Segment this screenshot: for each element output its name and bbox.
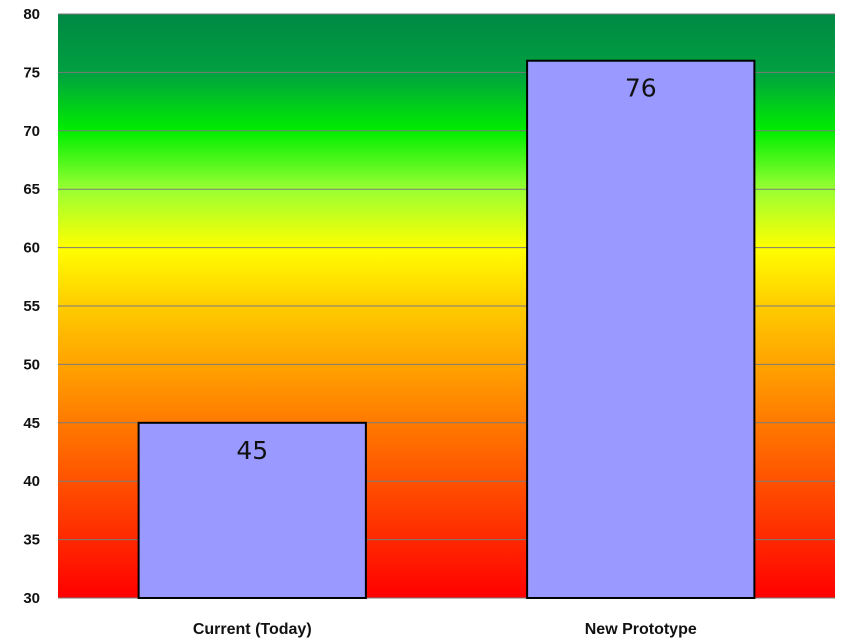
data-label: 45 <box>236 436 268 465</box>
y-tick-label: 55 <box>23 298 40 315</box>
x-category-label: New Prototype <box>585 621 697 638</box>
y-tick-label: 35 <box>23 532 40 549</box>
y-tick-label: 50 <box>23 356 40 373</box>
y-tick-label: 40 <box>23 473 40 490</box>
y-tick-label: 65 <box>23 181 40 198</box>
x-category-label: Current (Today) <box>193 621 312 638</box>
data-labels: 45 76 <box>236 74 656 465</box>
bar <box>137 421 367 599</box>
y-tick-label: 75 <box>23 64 40 81</box>
y-axis-tick-labels: 30 35 40 45 50 55 60 65 70 75 80 <box>23 6 40 607</box>
bars <box>137 59 756 600</box>
y-tick-label: 80 <box>23 6 40 23</box>
x-axis-category-labels: Current (Today) New Prototype <box>193 621 697 638</box>
bar <box>526 59 756 600</box>
data-label: 76 <box>625 74 657 103</box>
y-tick-label: 70 <box>23 123 40 140</box>
y-tick-label: 30 <box>23 590 40 607</box>
y-tick-label: 45 <box>23 415 40 432</box>
y-tick-label: 60 <box>23 240 40 257</box>
